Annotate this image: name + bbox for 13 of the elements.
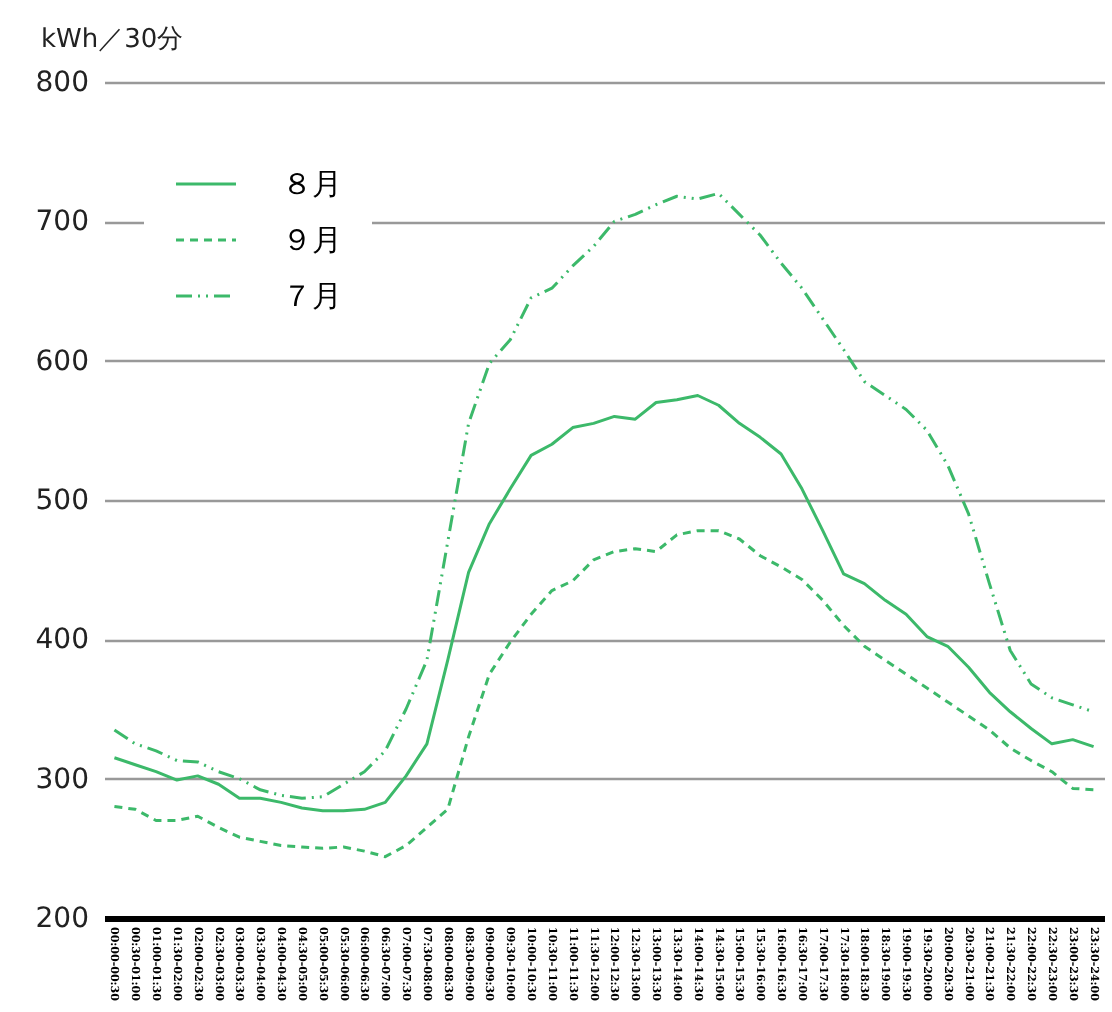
legend-label: ９月 <box>282 222 342 258</box>
y-tick-label: 500 <box>35 485 89 517</box>
y-tick-label: 600 <box>35 345 89 378</box>
y-tick-label: 400 <box>35 624 89 657</box>
line-series <box>112 529 1096 859</box>
y-axis-title: kWh／30分 <box>41 25 184 55</box>
y-tick-label: 700 <box>35 206 89 239</box>
y-tick-label: 200 <box>35 903 89 935</box>
y-tick-label: 800 <box>35 67 89 99</box>
legend-label: ８月 <box>282 166 342 202</box>
line-series <box>112 394 1096 813</box>
legend-label: ７月 <box>282 278 342 314</box>
y-tick-label: 300 <box>35 763 89 796</box>
